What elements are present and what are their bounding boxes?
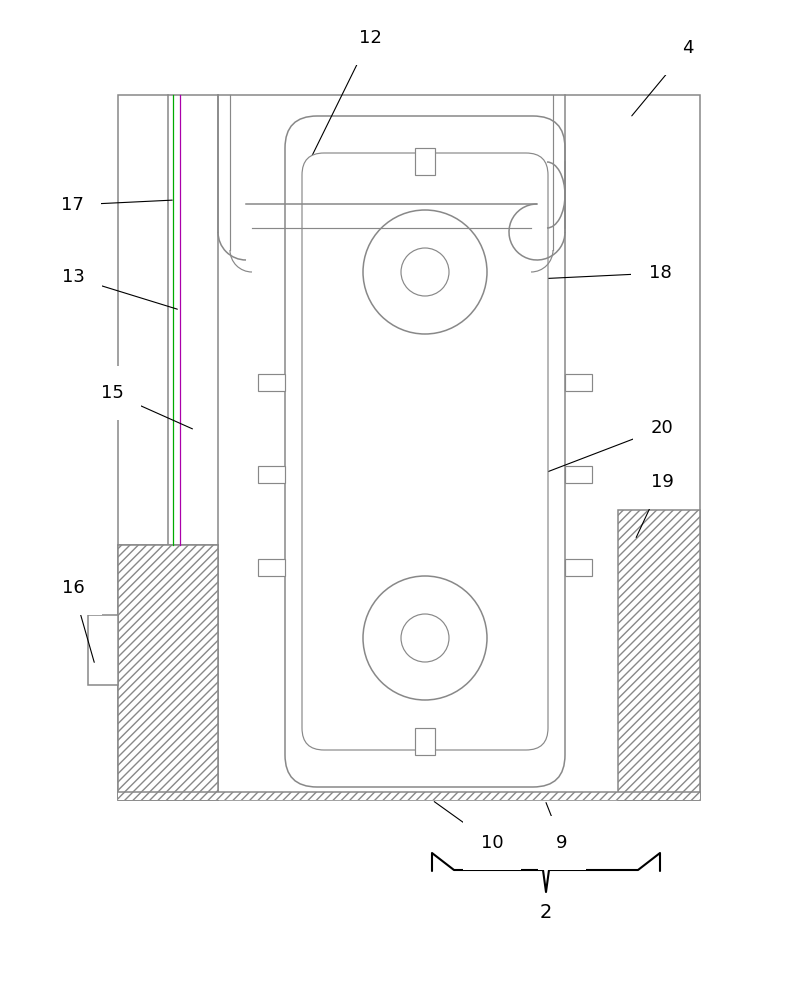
- Bar: [618, 510, 700, 800]
- Bar: [415, 728, 435, 755]
- Bar: [118, 95, 700, 800]
- Text: 13: 13: [61, 268, 85, 286]
- Bar: [88, 615, 118, 685]
- Text: 17: 17: [61, 196, 83, 214]
- Bar: [565, 466, 592, 483]
- Text: 12: 12: [359, 29, 381, 47]
- Text: 18: 18: [649, 264, 671, 282]
- Bar: [415, 148, 435, 175]
- Text: 15: 15: [100, 384, 124, 402]
- Bar: [258, 466, 285, 483]
- Bar: [118, 545, 218, 800]
- Text: 20: 20: [650, 419, 673, 437]
- FancyBboxPatch shape: [302, 153, 548, 750]
- Bar: [565, 374, 592, 391]
- Bar: [258, 559, 285, 576]
- Text: 16: 16: [61, 579, 84, 597]
- Bar: [258, 374, 285, 391]
- Text: 2: 2: [540, 902, 552, 922]
- Text: 10: 10: [481, 834, 503, 852]
- Bar: [118, 792, 700, 800]
- FancyBboxPatch shape: [285, 116, 565, 787]
- Text: 19: 19: [650, 473, 673, 491]
- Text: 9: 9: [556, 834, 568, 852]
- Text: 4: 4: [682, 39, 694, 57]
- Bar: [565, 559, 592, 576]
